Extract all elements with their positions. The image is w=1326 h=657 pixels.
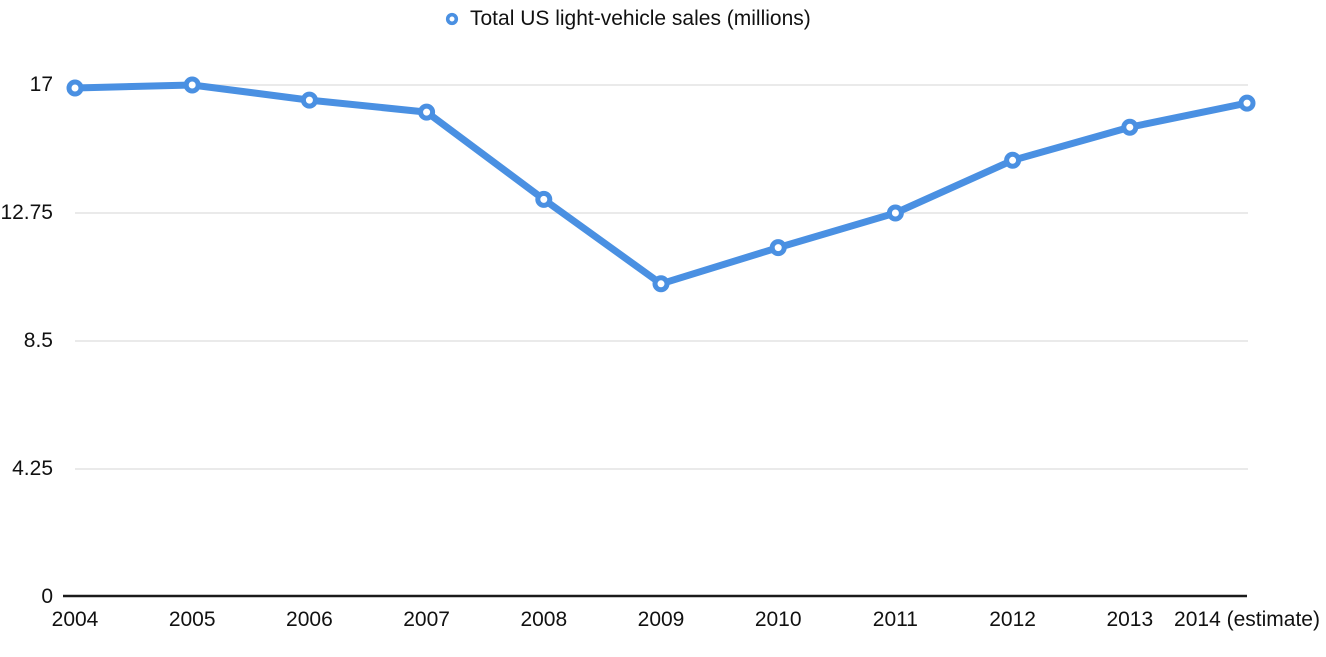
data-point-2005 — [183, 76, 201, 94]
data-point-2011 — [886, 204, 904, 222]
y-axis-tick-label-12-75: 12.75 — [0, 201, 53, 224]
data-point-2006 — [300, 91, 318, 109]
data-point-2007 — [418, 103, 436, 121]
data-point-2012 — [1004, 151, 1022, 169]
data-point-2008 — [535, 190, 553, 208]
data-point-2010 — [769, 239, 787, 257]
data-point-2014-estimate — [1238, 94, 1256, 112]
legend-label: Total US light-vehicle sales (millions) — [470, 7, 811, 30]
data-point-2009 — [652, 275, 670, 293]
y-axis-tick-label-0: 0 — [41, 585, 53, 608]
series-line — [71, 81, 1251, 288]
data-point-2013 — [1121, 118, 1139, 136]
y-axis-tick-label-8-5: 8.5 — [23, 329, 53, 352]
y-axis-tick-label-17: 17 — [29, 73, 53, 96]
series-marker-icon — [445, 12, 459, 26]
y-axis-tick-label-4-25: 4.25 — [12, 457, 53, 480]
y-axis-labels: 0 4.25 8.5 12.75 17 — [0, 0, 53, 657]
data-point-2004 — [66, 79, 84, 97]
legend: Total US light-vehicle sales (millions) — [444, 6, 811, 32]
